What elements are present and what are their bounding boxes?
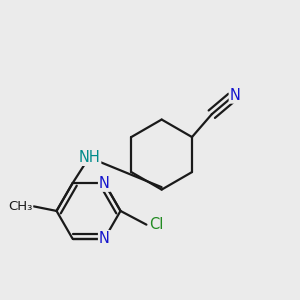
Text: CH₃: CH₃ [8, 200, 32, 213]
Text: N: N [230, 88, 241, 103]
Text: Cl: Cl [149, 217, 164, 232]
Text: N: N [99, 231, 110, 246]
Text: N: N [99, 176, 110, 191]
Text: NH: NH [78, 150, 100, 165]
